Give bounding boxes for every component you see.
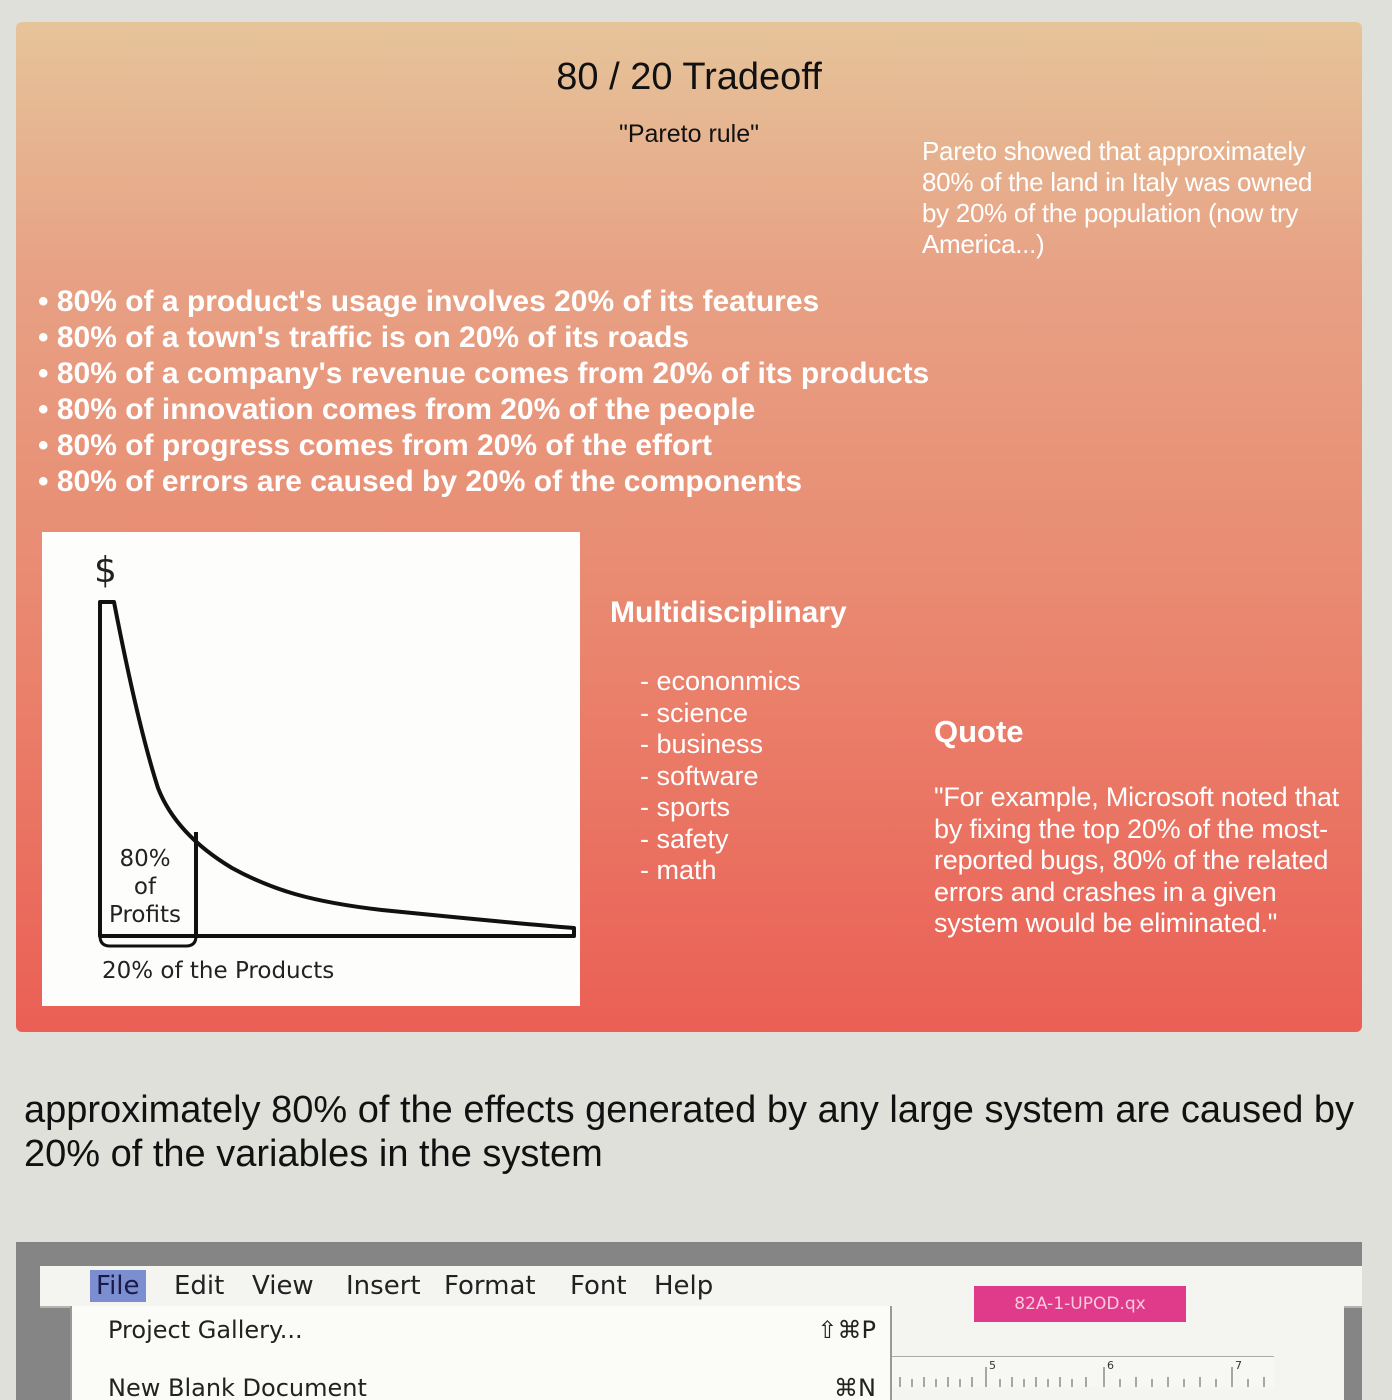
menu-edit[interactable]: Edit	[174, 1271, 225, 1301]
slide-card: 80 / 20 Tradeoff "Pareto rule" Pareto sh…	[16, 22, 1362, 1032]
area-label-line-3: Profits	[109, 902, 181, 928]
bullet-item: • 80% of errors are caused by 20% of the…	[38, 465, 803, 498]
discipline-item: - software	[640, 760, 759, 791]
slide-title: 80 / 20 Tradeoff	[556, 56, 822, 98]
multidisciplinary-list: - econonmics - science - business - soft…	[640, 666, 801, 887]
menu-item-shortcut: ⇧⌘P	[817, 1316, 876, 1344]
discipline-item: - science	[640, 697, 749, 728]
area-label-line-2: of	[134, 874, 157, 900]
ruler-mark-5: 5	[989, 1359, 996, 1372]
bracket	[98, 935, 198, 948]
bracket-label: 20% of the Products	[102, 958, 334, 984]
bullet-item: • 80% of a town's traffic is on 20% of i…	[38, 321, 690, 354]
bullet-list: • 80% of a product's usage involves 20% …	[38, 284, 929, 500]
menu-item-label: New Blank Document	[108, 1374, 367, 1400]
ruler-mark-7: 7	[1235, 1359, 1242, 1372]
quote-title: Quote	[934, 714, 1024, 749]
menu-insert[interactable]: Insert	[346, 1271, 421, 1301]
pareto-curve	[98, 600, 576, 938]
ruler-mark-6: 6	[1107, 1359, 1114, 1372]
statement-text: approximately 80% of the effects generat…	[24, 1089, 1355, 1175]
discipline-item: - safety	[640, 823, 729, 854]
quote-text: "For example, Microsoft noted that by fi…	[934, 782, 1339, 938]
bullet-item: • 80% of a product's usage involves 20% …	[38, 285, 820, 318]
slide-subtitle: "Pareto rule"	[618, 120, 760, 148]
ruler: 5 6 7	[890, 1356, 1274, 1387]
pareto-chart-svg: $ 80% of Profits 20% of the Products	[94, 550, 576, 984]
document-tab[interactable]: 82A-1-UPOD.qx	[974, 1286, 1186, 1322]
embedded-app-screenshot: File Edit View Insert Format Font Help 8…	[16, 1242, 1362, 1400]
menu-item-new-blank-document[interactable]: New Blank Document ⌘N	[72, 1358, 890, 1400]
menu-bar: File Edit View Insert Format Font Help	[40, 1266, 1362, 1308]
bullet-item: • 80% of progress comes from 20% of the …	[38, 429, 712, 462]
area-label-line-1: 80%	[119, 846, 170, 872]
ruler-ticks: 5 6 7	[899, 1359, 1265, 1387]
discipline-item: - business	[640, 729, 764, 759]
multidisciplinary-title: Multidisciplinary	[610, 596, 847, 629]
menu-view[interactable]: View	[252, 1271, 314, 1301]
discipline-item: - math	[640, 855, 717, 885]
menu-item-project-gallery[interactable]: Project Gallery... ⇧⌘P	[72, 1306, 890, 1358]
menu-font[interactable]: Font	[570, 1271, 627, 1301]
discipline-item: - econonmics	[640, 666, 801, 696]
menu-file[interactable]: File	[90, 1270, 146, 1302]
menu-item-label: Project Gallery...	[108, 1316, 303, 1344]
discipline-item: - sports	[640, 792, 731, 822]
pareto-chart: $ 80% of Profits 20% of the Products	[42, 532, 580, 1006]
menu-item-shortcut: ⌘N	[834, 1374, 876, 1400]
bullet-item: • 80% of a company's revenue comes from …	[38, 357, 930, 390]
file-menu-dropdown: Project Gallery... ⇧⌘P New Blank Documen…	[70, 1306, 892, 1400]
bullet-item: • 80% of innovation comes from 20% of th…	[38, 393, 756, 426]
menu-format[interactable]: Format	[444, 1271, 536, 1301]
menu-help[interactable]: Help	[654, 1271, 714, 1301]
y-axis-symbol: $	[94, 550, 117, 591]
pareto-note: Pareto showed that approximately 80% of …	[922, 136, 1313, 259]
